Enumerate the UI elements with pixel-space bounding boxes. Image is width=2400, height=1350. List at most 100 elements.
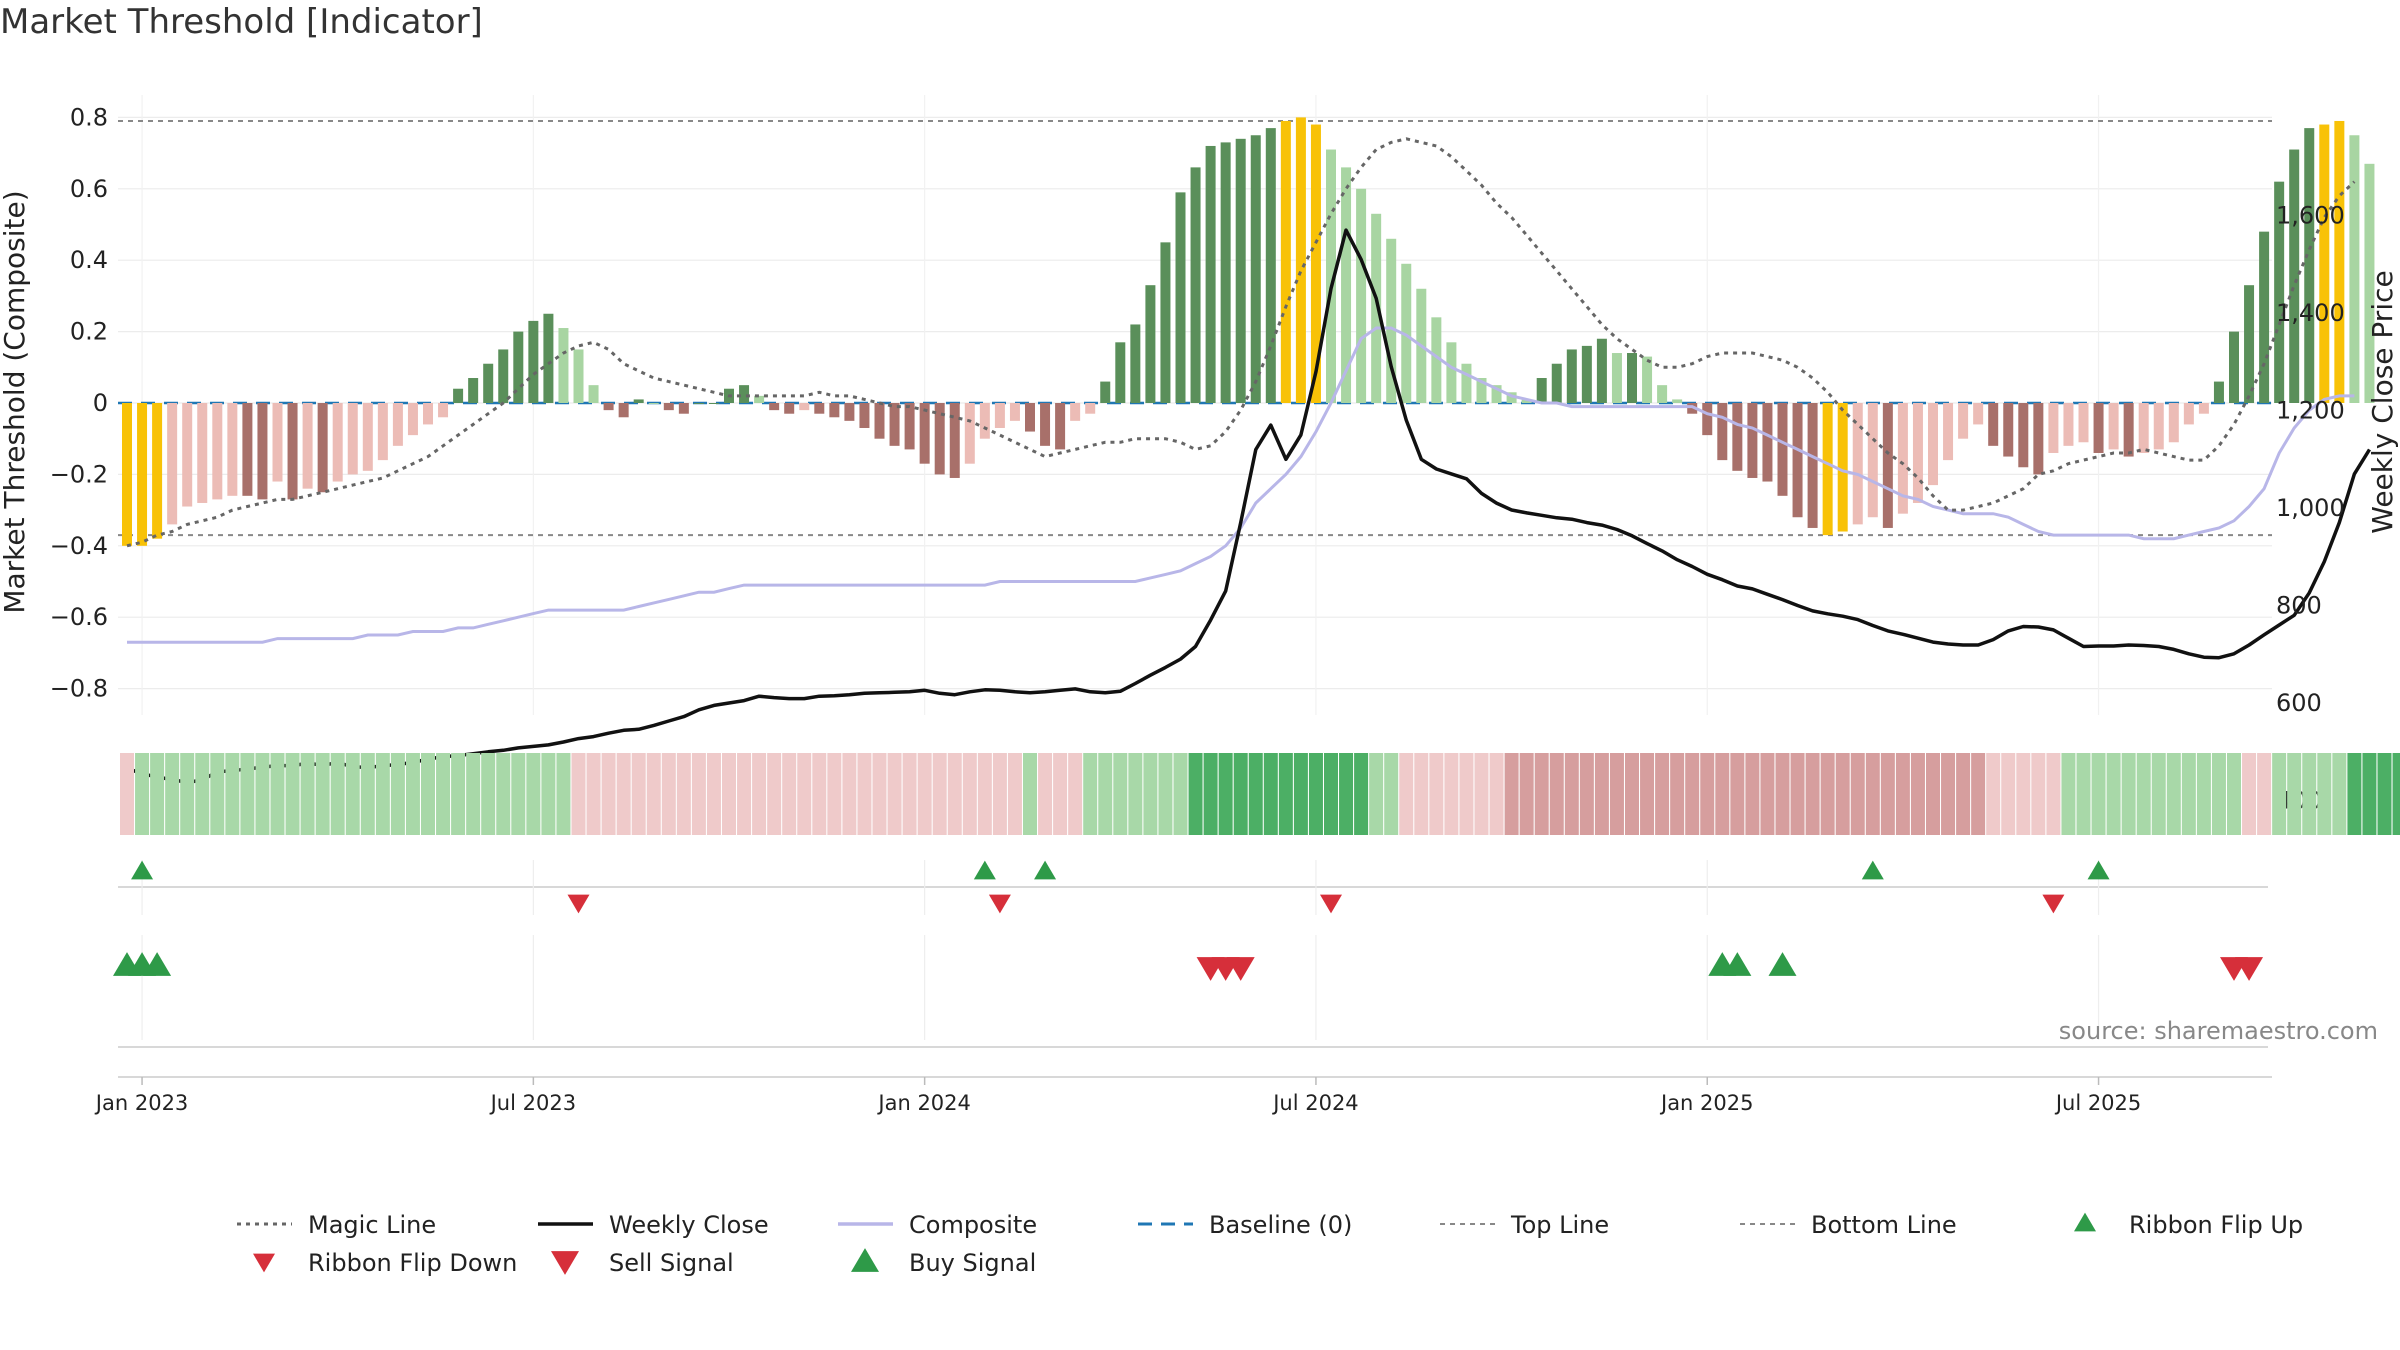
ribbon-cell [1956,753,1971,835]
ribbon-flip-up-marker [2087,860,2110,880]
legend-label: Baseline (0) [1209,1211,1352,1239]
ribbon-cell [722,753,736,835]
ribbon-cell [2302,753,2317,835]
y-tick-left: −0.2 [50,460,108,488]
ribbon-cell [2287,753,2302,835]
composite-bar [1371,213,1382,403]
ribbon-cell [1278,753,1293,835]
ribbon-cell [1655,753,1670,835]
ribbon-cell [1474,753,1489,835]
composite-bar [242,403,253,496]
ribbon-cell [1534,753,1549,835]
composite-bar [588,385,599,403]
legend-label: Bottom Line [1811,1211,1957,1239]
legend-label: Top Line [1510,1211,1609,1239]
composite-bar [2048,403,2059,453]
sell-signal-marker [2235,957,2264,981]
ribbon-cell [1670,753,1685,835]
y-tick-left: −0.4 [50,532,108,560]
ribbon-cell [255,753,270,835]
composite-bar [212,403,223,500]
legend-item: Sell Signal [551,1249,734,1277]
ribbon-cell [2046,753,2061,835]
y-tick-left: 0 [93,389,108,417]
ribbon-cell [571,753,586,835]
ribbon-cell [270,753,285,835]
ribbon-flip-up-marker [1034,860,1057,880]
ribbon-cell [2377,753,2392,835]
series-lines [126,137,2371,785]
ribbon-cell [1730,753,1745,835]
composite-bar [1130,324,1141,403]
ribbon-cell [2392,753,2400,835]
composite-bar [994,403,1005,428]
ribbon-cell [466,753,481,835]
x-tick-label: Jan 2025 [1659,1091,1754,1115]
composite-bar [1596,338,1607,403]
composite-bar [1356,188,1367,403]
ribbon-cell [1805,753,1820,835]
composite-bar [347,403,358,475]
composite-bar [799,403,810,411]
ribbon-cell [1369,753,1384,835]
ribbon-cell [1459,753,1474,835]
ribbon-strip [120,753,2400,835]
composite-bar [1867,403,1878,518]
composite-bar [257,403,268,500]
ribbon-cell [992,753,1007,835]
composite-bar [904,403,915,450]
composite-bar [829,403,840,418]
composite-bar [1386,238,1397,403]
composite-bar [1205,145,1216,403]
x-tick-label: Jan 2023 [94,1091,189,1115]
composite-bar [287,403,298,500]
composite-bar [2078,403,2089,443]
y-tick-right: 600 [2276,689,2322,717]
composite-bar [934,403,945,475]
composite-bar [1837,403,1848,532]
composite-bar [859,403,870,428]
ribbon-cell [1910,753,1925,835]
composite-bar [919,403,930,464]
ribbon-flip-up-marker [973,860,996,880]
legend-item: Baseline (0) [1138,1211,1352,1239]
ribbon-cell [451,753,466,835]
ribbon-cell [436,753,451,835]
ribbon-cell [1128,753,1143,835]
composite-bar [1882,403,1893,528]
legend-label: Ribbon Flip Up [2129,1211,2303,1239]
composite-bar [122,403,132,546]
composite-bar [769,403,780,411]
ribbon-cell [1098,753,1113,835]
ribbon-cell [947,753,962,835]
ribbon-cell [1308,753,1323,835]
composite-bar [2259,231,2270,403]
ribbon-cell [691,753,706,835]
legend-item: Buy Signal [851,1248,1036,1277]
composite-bar [663,403,674,411]
ribbon-cell [676,753,691,835]
legend-label: Composite [909,1211,1037,1239]
composite-bar [1401,263,1412,403]
ribbon-cell [1609,753,1624,835]
y-axis-left-title: Market Threshold (Composite) [0,190,31,613]
ribbon-cell [360,753,375,835]
ribbon-cell [1293,753,1308,835]
ribbon-cell [1850,753,1865,835]
composite-bar [1235,138,1246,403]
legend-label: Weekly Close [609,1211,769,1239]
composite-bar [573,349,584,403]
ribbon-cell [2317,753,2332,835]
composite-bar [1115,342,1126,403]
ribbon-cell [872,753,887,835]
ribbon-cell [1444,753,1459,835]
ribbon-flip-panel [118,860,2268,915]
composite-bar [227,403,238,496]
composite-bar [182,403,193,507]
composite-bar [1958,403,1969,439]
ribbon-cell [2181,753,2196,835]
ribbon-flip-up-marker [131,860,154,880]
composite-bar [2033,403,2044,475]
composite-bar [2244,285,2255,403]
ribbon-cell [797,753,812,835]
